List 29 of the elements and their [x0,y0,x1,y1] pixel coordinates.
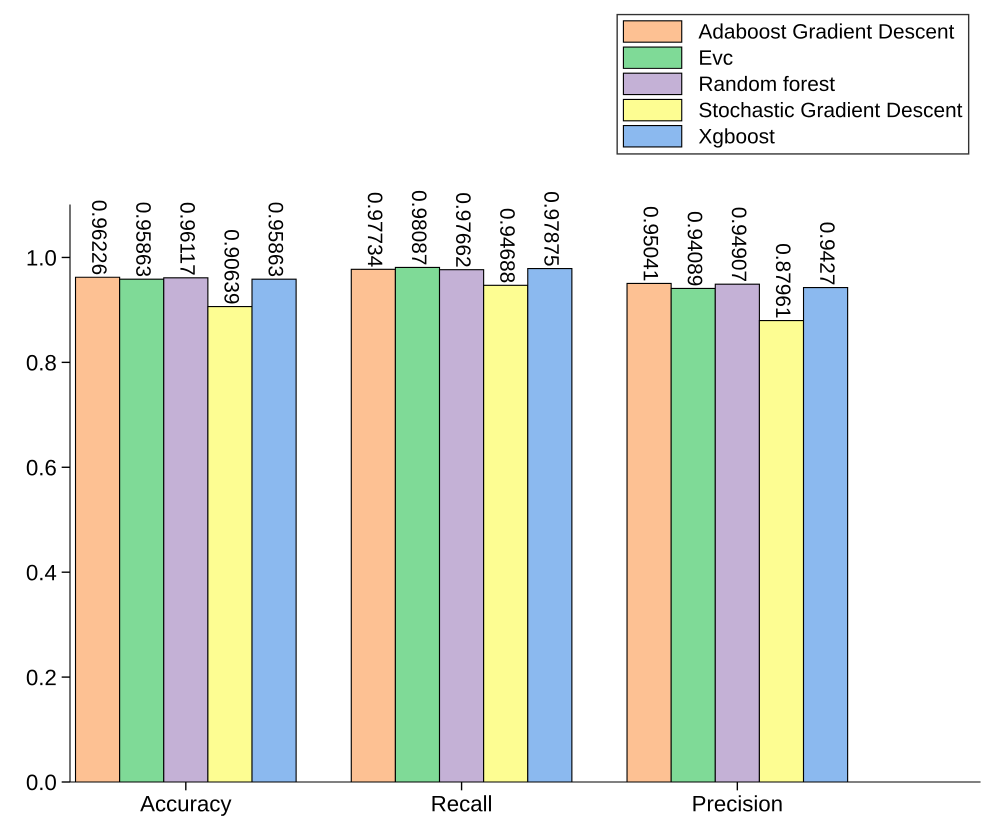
y-tick-label: 1.0 [28,250,56,266]
data-label: 0.87961 [776,244,791,318]
x-tick-label: Precision [693,795,782,812]
legend-label: Evc [700,50,733,65]
data-label: 0.95863 [136,202,151,276]
data-label: 0.94907 [732,208,746,282]
x-tick-label: Accuracy [140,796,232,816]
y-tick-label: 0.0 [26,774,56,790]
data-label: 0.90639 [224,230,240,304]
legend-label: Adaboost Gradient Descent [698,23,954,39]
y-tick-label: 0.2 [26,670,56,686]
legend-label: Xgboost [698,128,775,148]
data-label: 0.94688 [500,208,515,282]
x-tick-label: Recall [432,795,491,812]
data-label: 0.9427 [820,222,835,284]
data-label: 0.94089 [688,212,702,286]
data-label: 0.95863 [268,202,284,276]
data-label: 0.97662 [456,193,471,267]
legend-label: Random forest [700,76,835,92]
data-label: 0.96117 [180,202,195,275]
data-label: 0.97734 [368,192,382,267]
data-label: 0.97875 [544,192,559,266]
y-tick-label: 0.6 [26,460,56,476]
legend-label: Stochastic Gradient Descent [699,102,962,118]
y-tick-label: 0.4 [26,564,56,580]
data-label: 0.95041 [644,206,658,280]
data-label: 0.98087 [412,190,427,264]
y-tick-label: 0.8 [26,354,56,371]
data-label: 0.96226 [92,200,107,274]
